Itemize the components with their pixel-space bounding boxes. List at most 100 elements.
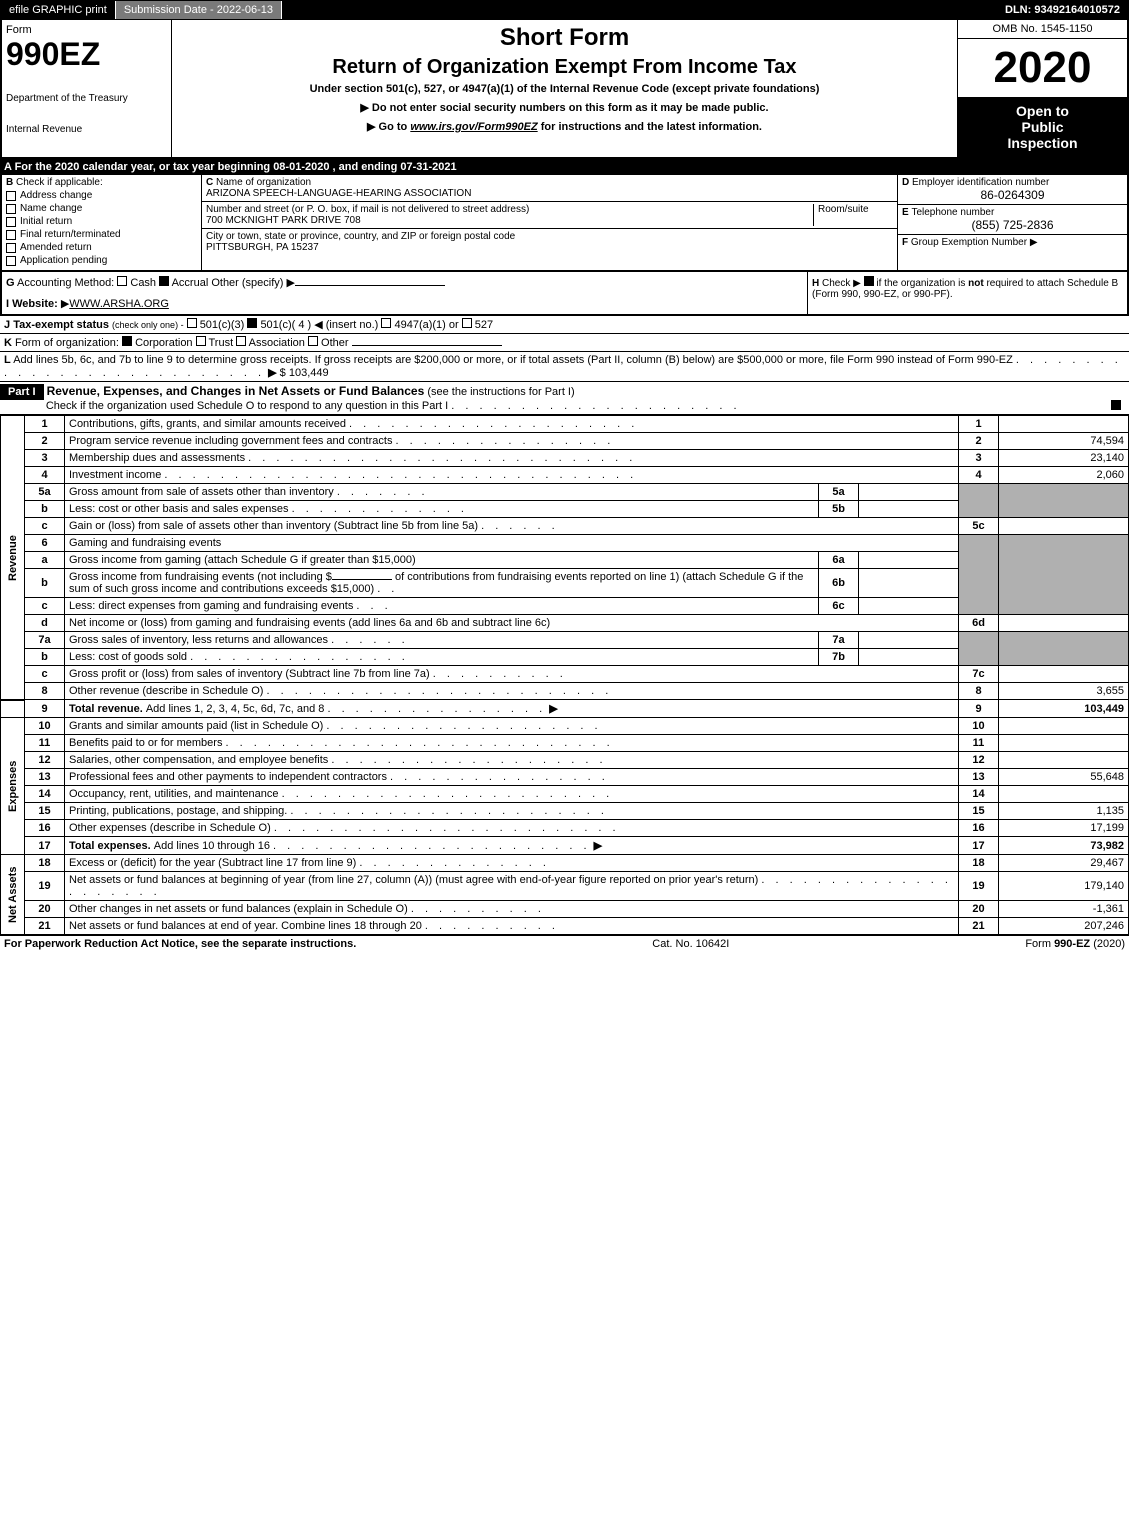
line-a: A For the 2020 calendar year, or tax yea… <box>0 159 1129 175</box>
checkbox-501c3[interactable] <box>187 318 197 328</box>
goto-prefix: ▶ Go to <box>367 121 410 133</box>
check-final-return[interactable]: Final return/terminated <box>6 229 197 240</box>
checkbox-schedule-o-checked[interactable] <box>1111 400 1121 410</box>
org-name: ARIZONA SPEECH-LANGUAGE-HEARING ASSOCIAT… <box>206 188 471 199</box>
check-initial-return[interactable]: Initial return <box>6 216 197 227</box>
table-row: 7a Gross sales of inventory, less return… <box>1 632 1129 649</box>
header-center: Short Form Return of Organization Exempt… <box>172 20 957 157</box>
main-table: Revenue 1 Contributions, gifts, grants, … <box>0 415 1129 935</box>
checkbox-icon <box>6 204 16 214</box>
inspection-box: Open to Public Inspection <box>958 97 1127 157</box>
line2-value: 74,594 <box>999 433 1129 450</box>
table-row: 16 Other expenses (describe in Schedule … <box>1 820 1129 837</box>
expenses-side-label: Expenses <box>1 718 25 855</box>
footer-right: Form 990-EZ (2020) <box>1025 938 1125 950</box>
section-gh: G Accounting Method: Cash Accrual Other … <box>0 272 1129 316</box>
table-row: 4 Investment income . . . . . . . . . . … <box>1 467 1129 484</box>
phone-value: (855) 725-2836 <box>902 218 1123 232</box>
footer: For Paperwork Reduction Act Notice, see … <box>0 935 1129 952</box>
line6b-value <box>859 569 959 598</box>
line13-value: 55,648 <box>999 769 1129 786</box>
omb-number: OMB No. 1545-1150 <box>958 20 1127 39</box>
line7b-value <box>859 649 959 666</box>
check-name-change[interactable]: Name change <box>6 203 197 214</box>
phone-row: E Telephone number (855) 725-2836 <box>898 205 1127 235</box>
checkbox-accrual-checked[interactable] <box>159 276 169 286</box>
checkbox-h-checked[interactable] <box>864 276 874 286</box>
checkbox-501c-checked[interactable] <box>247 318 257 328</box>
form-label: Form <box>6 24 167 36</box>
line11-value <box>999 735 1129 752</box>
line20-value: -1,361 <box>999 901 1129 918</box>
table-row: 3 Membership dues and assessments . . . … <box>1 450 1129 467</box>
org-city: PITTSBURGH, PA 15237 <box>206 242 319 253</box>
line9-value: 103,449 <box>999 700 1129 718</box>
table-row: 12 Salaries, other compensation, and emp… <box>1 752 1129 769</box>
website-link[interactable]: WWW.ARSHA.ORG <box>69 298 169 310</box>
top-bar: efile GRAPHIC print Submission Date - 20… <box>0 0 1129 20</box>
table-row: c Gross profit or (loss) from sales of i… <box>1 666 1129 683</box>
checkbox-trust[interactable] <box>196 336 206 346</box>
ein-value: 86-0264309 <box>902 188 1123 202</box>
inspection-line2: Public <box>964 119 1121 135</box>
check-amended[interactable]: Amended return <box>6 242 197 253</box>
subtitle: Under section 501(c), 527, or 4947(a)(1)… <box>176 83 953 95</box>
form-header: Form 990EZ Department of the Treasury In… <box>0 20 1129 159</box>
checkbox-4947[interactable] <box>381 318 391 328</box>
line7a-value <box>859 632 959 649</box>
goto-suffix: for instructions and the latest informat… <box>541 121 762 133</box>
table-row: 6 Gaming and fundraising events <box>1 535 1129 552</box>
checkbox-icon <box>6 191 16 201</box>
check-pending[interactable]: Application pending <box>6 255 197 266</box>
line5c-value <box>999 518 1129 535</box>
checkbox-other[interactable] <box>308 336 318 346</box>
part1-label: Part I <box>0 384 44 400</box>
table-row: d Net income or (loss) from gaming and f… <box>1 615 1129 632</box>
table-row: 15 Printing, publications, postage, and … <box>1 803 1129 820</box>
instruction-ssn: ▶ Do not enter social security numbers o… <box>176 101 953 114</box>
irs-link[interactable]: www.irs.gov/Form990EZ <box>410 121 537 133</box>
table-row: 19 Net assets or fund balances at beginn… <box>1 872 1129 901</box>
line14-value <box>999 786 1129 803</box>
check-address-change[interactable]: Address change <box>6 190 197 201</box>
gh-left: G Accounting Method: Cash Accrual Other … <box>2 272 807 314</box>
part1-subtitle: (see the instructions for Part I) <box>427 386 574 398</box>
col-b: B Check if applicable: Address change Na… <box>2 175 202 270</box>
checkbox-cash[interactable] <box>117 276 127 286</box>
efile-label[interactable]: efile GRAPHIC print <box>1 1 116 19</box>
line6a-value <box>859 552 959 569</box>
line1-value <box>999 416 1129 433</box>
table-row: Expenses 10 Grants and similar amounts p… <box>1 718 1129 735</box>
table-row: 11 Benefits paid to or for members . . .… <box>1 735 1129 752</box>
table-row: 2 Program service revenue including gove… <box>1 433 1129 450</box>
table-row: 13 Professional fees and other payments … <box>1 769 1129 786</box>
table-row: 14 Occupancy, rent, utilities, and maint… <box>1 786 1129 803</box>
submission-date: Submission Date - 2022-06-13 <box>116 1 282 19</box>
group-row: F Group Exemption Number ▶ <box>898 235 1127 250</box>
checkbox-icon <box>6 256 16 266</box>
checkbox-icon <box>6 217 16 227</box>
dept-irs: Internal Revenue <box>6 124 167 135</box>
line3-value: 23,140 <box>999 450 1129 467</box>
org-name-row: C Name of organization ARIZONA SPEECH-LA… <box>202 175 897 202</box>
checkbox-assoc[interactable] <box>236 336 246 346</box>
form-number: 990EZ <box>6 36 167 73</box>
line16-value: 17,199 <box>999 820 1129 837</box>
checkbox-icon <box>6 243 16 253</box>
tax-year: 2020 <box>958 39 1127 97</box>
table-row: 5a Gross amount from sale of assets othe… <box>1 484 1129 501</box>
line-k: K Form of organization: Corporation Trus… <box>0 334 1129 352</box>
room-suite: Room/suite <box>813 204 893 226</box>
col-c: C Name of organization ARIZONA SPEECH-LA… <box>202 175 897 270</box>
col-d: D Employer identification number 86-0264… <box>897 175 1127 270</box>
checkbox-corp-checked[interactable] <box>122 336 132 346</box>
line10-value <box>999 718 1129 735</box>
line18-value: 29,467 <box>999 855 1129 872</box>
title-main: Return of Organization Exempt From Incom… <box>176 56 953 79</box>
checkbox-527[interactable] <box>462 318 472 328</box>
org-city-row: City or town, state or province, country… <box>202 229 897 255</box>
table-row: 8 Other revenue (describe in Schedule O)… <box>1 683 1129 700</box>
dept-treasury: Department of the Treasury <box>6 93 167 104</box>
table-row: 20 Other changes in net assets or fund b… <box>1 901 1129 918</box>
table-row: 9 Total revenue. Add lines 1, 2, 3, 4, 5… <box>1 700 1129 718</box>
